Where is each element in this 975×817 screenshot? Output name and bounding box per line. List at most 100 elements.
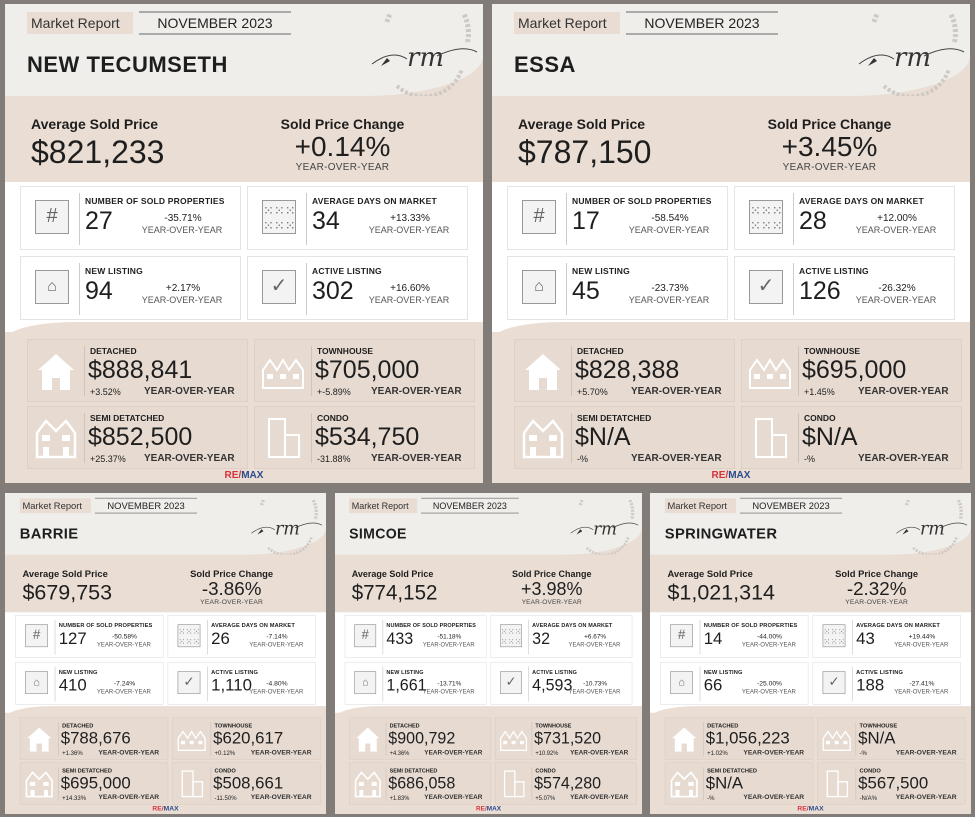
property-semi-detached: SEMI DETATCHED $N/A -% YEAR-OVER-YEAR	[514, 406, 735, 469]
condo-building-icon	[503, 770, 525, 798]
remax-logo: RE/MAX	[476, 805, 502, 813]
sold-price-change: Sold Price Change +3.98% YEAR-OVER-YEAR	[496, 568, 608, 606]
avg-sold-price-label: Average Sold Price	[31, 116, 159, 132]
stat-percent: -50.58%	[112, 633, 138, 641]
stat-sold-properties: # NUMBER OF SOLD PROPERTIES 27 -35.71% Y…	[20, 186, 241, 250]
brand-logo: rm	[570, 499, 639, 555]
stat-value: 34	[312, 207, 340, 235]
avg-sold-price-value: $821,233	[31, 134, 165, 170]
yoy-label: YEAR-OVER-YEAR	[200, 598, 264, 607]
report-card-slot: Market Report NOVEMBER 2023 NEW TECUMSET…	[5, 4, 483, 483]
property-condo: CONDO $567,500 -N/A% YEAR-OVER-YEAR	[817, 762, 966, 805]
stat-percent: -25.00%	[757, 679, 783, 688]
property-percent: +5.07%	[535, 794, 556, 802]
stat-days-on-market: ⁙⁙⁙ ⁙⁙⁙ AVERAGE DAYS ON MARKET 34 +13.33%…	[247, 186, 468, 250]
calendar-icon: ⁙⁙⁙ ⁙⁙⁙	[177, 624, 201, 648]
stat-value: 27	[85, 207, 113, 235]
yoy-label: YEAR-OVER-YEAR	[855, 225, 937, 235]
sold-price-change-value: -3.86%	[201, 578, 262, 599]
stat-label: AVERAGE DAYS ON MARKET	[211, 621, 295, 629]
yoy-label: YEAR-OVER-YEAR	[894, 687, 949, 695]
stat-value: 17	[572, 207, 600, 235]
stat-days-on-market: ⁙⁙⁙ ⁙⁙⁙ AVERAGE DAYS ON MARKET 43 +19.44%…	[812, 614, 961, 658]
stat-percent: -7.24%	[113, 679, 136, 688]
property-price: $695,000	[60, 773, 131, 793]
condo-building-icon	[755, 418, 787, 458]
property-percent: -%	[804, 454, 815, 464]
stat-label: AVERAGE DAYS ON MARKET	[856, 621, 940, 629]
yoy-label: YEAR-OVER-YEAR	[249, 687, 304, 695]
sold-price-change: Sold Price Change -3.86% YEAR-OVER-YEAR	[173, 568, 291, 606]
stat-value: 1,661	[386, 675, 427, 695]
property-percent: +1.83%	[389, 794, 410, 802]
stat-value: 26	[211, 629, 230, 648]
stat-value: 43	[856, 629, 875, 648]
condo-building-icon	[268, 418, 300, 458]
yoy-label: YEAR-OVER-YEAR	[96, 687, 151, 695]
calendar-icon: ⁙⁙⁙ ⁙⁙⁙	[262, 200, 296, 234]
property-percent: +5.70%	[577, 387, 608, 397]
market-report-card: Market Report NOVEMBER 2023 SIMCOE rm Av…	[335, 493, 642, 814]
property-price: $695,000	[802, 356, 907, 384]
sold-price-change-value: +0.14%	[294, 131, 391, 162]
property-percent: +-5.89%	[317, 387, 351, 397]
stat-label: NUMBER OF SOLD PROPERTIES	[572, 196, 712, 206]
property-label: TOWNHOUSE	[859, 722, 898, 729]
area-title: ESSA	[514, 52, 576, 77]
report-card-slot: Market Report NOVEMBER 2023 SPRINGWATER …	[650, 493, 971, 814]
yoy-label: YEAR-OVER-YEAR	[858, 453, 949, 464]
remax-logo: RE/MAX	[797, 805, 824, 813]
property-townhouse: TOWNHOUSE $N/A -% YEAR-OVER-YEAR	[817, 717, 966, 760]
property-percent: +25.37%	[90, 454, 126, 464]
stat-label: NUMBER OF SOLD PROPERTIES	[85, 196, 225, 206]
sold-price-change-label: Sold Price Change	[512, 568, 592, 579]
yoy-label: YEAR-OVER-YEAR	[631, 453, 722, 464]
avg-sold-price-value: $679,753	[22, 580, 113, 605]
report-month: NOVEMBER 2023	[739, 497, 843, 514]
yoy-label: YEAR-OVER-YEAR	[628, 295, 710, 305]
sold-price-change-label: Sold Price Change	[190, 568, 274, 579]
property-label: CONDO	[317, 413, 349, 423]
report-card-slot: Market Report NOVEMBER 2023 SIMCOE rm Av…	[335, 493, 642, 814]
yoy-label: YEAR-OVER-YEAR	[741, 687, 796, 695]
property-price: $N/A	[575, 423, 631, 451]
market-report-label: Market Report	[349, 498, 418, 514]
stat-label: NEW LISTING	[386, 668, 424, 676]
hash-icon: #	[670, 624, 693, 648]
property-percent: -N/A%	[859, 794, 877, 802]
stat-percent: +13.33%	[390, 213, 430, 224]
property-price: $686,058	[388, 773, 456, 793]
market-report-label: Market Report	[19, 498, 91, 514]
stat-percent: -35.71%	[164, 213, 202, 224]
brand-logo: rm	[251, 499, 323, 555]
semi-detached-icon	[354, 771, 381, 798]
property-semi-detached: SEMI DETATCHED $695,000 +14.33% YEAR-OVE…	[19, 762, 169, 805]
yoy-label: YEAR-OVER-YEAR	[98, 748, 160, 757]
remax-logo: RE/MAX	[711, 470, 751, 481]
property-price: $508,661	[213, 773, 284, 793]
yoy-label: YEAR-OVER-YEAR	[368, 295, 450, 305]
stat-value: 28	[799, 207, 827, 235]
sold-price-change-value: -2.32%	[846, 578, 907, 599]
property-detached: DETACHED $828,388 +5.70% YEAR-OVER-YEAR	[514, 339, 735, 402]
checkmark-icon: ✓	[822, 671, 846, 695]
market-report-label: Market Report	[664, 498, 736, 514]
property-townhouse: TOWNHOUSE $705,000 +-5.89% YEAR-OVER-YEA…	[254, 339, 475, 402]
house-icon: ⌂	[35, 270, 69, 304]
sold-price-change-value: +3.45%	[781, 131, 878, 162]
yoy-label: YEAR-OVER-YEAR	[568, 687, 621, 695]
yoy-label: YEAR-OVER-YEAR	[741, 641, 796, 648]
stat-label: ACTIVE LISTING	[532, 668, 578, 676]
stat-value: 126	[799, 277, 841, 305]
stat-percent: -51.18%	[437, 633, 462, 641]
remax-logo: RE/MAX	[224, 470, 264, 481]
stat-label: ACTIVE LISTING	[856, 668, 904, 676]
svg-text:rm: rm	[407, 43, 444, 73]
yoy-label: YEAR-OVER-YEAR	[743, 793, 805, 802]
stat-sold-properties: # NUMBER OF SOLD PROPERTIES 14 -44.00% Y…	[660, 614, 809, 658]
stat-sold-properties: # NUMBER OF SOLD PROPERTIES 433 -51.18% …	[344, 614, 487, 658]
stat-percent: -7.14%	[266, 633, 288, 641]
semi-detached-icon	[25, 771, 53, 798]
stat-active-listing: ✓ ACTIVE LISTING 4,593 -10.73% YEAR-OVER…	[490, 661, 633, 705]
stat-value: 4,593	[532, 675, 573, 695]
